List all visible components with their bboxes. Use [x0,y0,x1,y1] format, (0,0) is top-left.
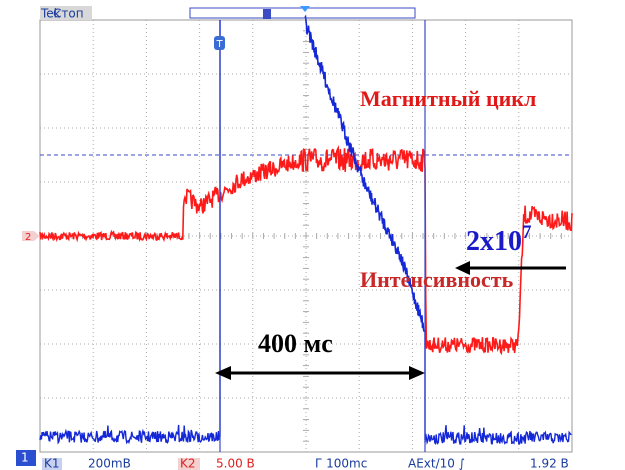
intensity-label: Интенсивность [360,267,514,292]
timebase: Г 100mc [315,457,367,470]
oscilloscope-screen: Tek Стоп T 2 Магнитный цикл 2x107 Интенс… [0,0,625,470]
ch1-scale: 200mB [88,457,131,470]
ch1-marker: 1 [21,451,29,465]
record-window [263,9,271,19]
trigger-level-value: 1.92 B [530,457,569,470]
scale-base: 2x10 [466,226,522,257]
run-state: Стоп [53,7,84,21]
ch2-scale: 5.00 B [216,457,255,470]
duration-label: 400 мс [258,329,333,358]
scale-exponent: 7 [522,222,532,243]
ch2-label: K2 [180,457,196,470]
trigger-source: AExt/10 ∫ [408,457,465,470]
ch1-label: K1 [44,457,60,470]
ch2-marker: 2 [25,232,31,243]
magnet-label: Магнитный цикл [360,86,536,111]
cursor-marker: T [215,39,223,50]
